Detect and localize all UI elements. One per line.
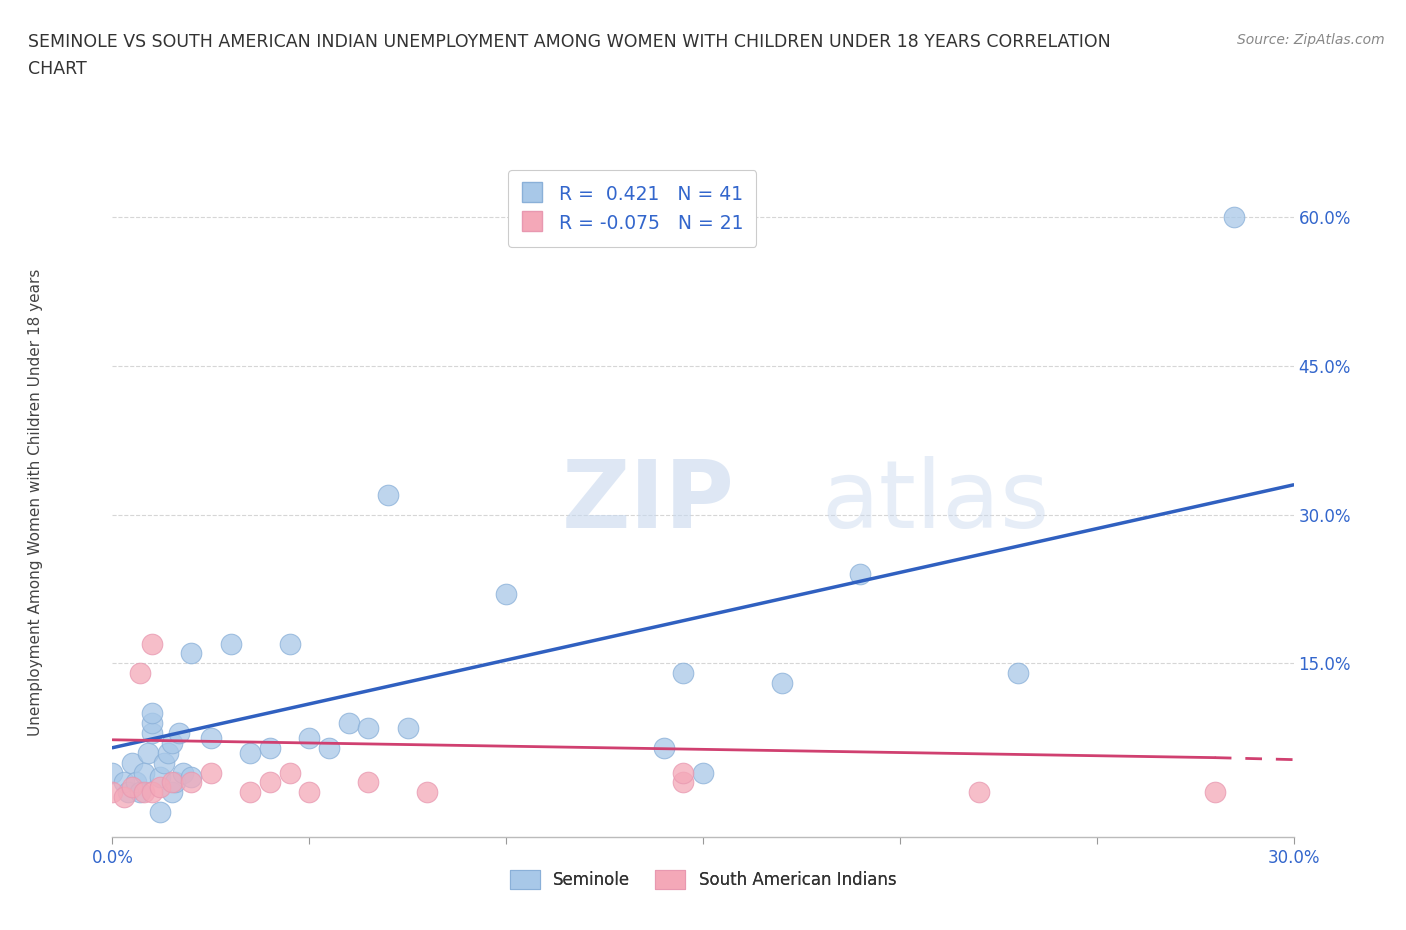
Point [125,775,148,790]
Point [298,785,321,800]
Point [259,740,281,755]
Point [112,775,135,790]
Point [156,745,179,760]
Point [160,775,183,790]
Point [337,715,360,730]
Point [141,715,163,730]
Point [318,740,340,755]
Point [160,736,183,751]
Text: atlas: atlas [821,457,1049,548]
Point [121,780,143,795]
Text: SEMINOLE VS SOUTH AMERICAN INDIAN UNEMPLOYMENT AMONG WOMEN WITH CHILDREN UNDER 1: SEMINOLE VS SOUTH AMERICAN INDIAN UNEMPL… [28,33,1111,50]
Legend: Seminole, South American Indians: Seminole, South American Indians [503,863,903,896]
Point [112,790,135,804]
Point [672,775,695,790]
Point [101,785,124,800]
Text: Unemployment Among Women with Children Under 18 years: Unemployment Among Women with Children U… [28,269,42,736]
Point [132,785,155,800]
Point [396,721,419,736]
Point [259,775,281,790]
Text: CHART: CHART [28,60,87,78]
Point [172,765,194,780]
Point [129,785,152,800]
Point [1223,209,1246,224]
Point [132,765,155,780]
Point [129,666,152,681]
Point [200,730,222,745]
Point [278,765,301,780]
Point [357,721,380,736]
Point [141,725,163,740]
Point [849,566,872,581]
Point [149,780,172,795]
Point [180,770,202,785]
Point [149,804,172,819]
Point [165,775,187,790]
Point [136,745,159,760]
Text: ZIP: ZIP [561,457,734,548]
Point [1007,666,1029,681]
Point [770,676,793,691]
Point [141,785,163,800]
Point [239,745,262,760]
Point [101,765,124,780]
Point [672,765,695,780]
Point [278,636,301,651]
Point [160,785,183,800]
Point [377,487,399,502]
Point [652,740,675,755]
Text: Source: ZipAtlas.com: Source: ZipAtlas.com [1237,33,1385,46]
Point [967,785,990,800]
Point [141,706,163,721]
Point [169,725,191,740]
Point [239,785,262,800]
Point [141,636,163,651]
Point [219,636,242,651]
Point [200,765,222,780]
Point [117,785,139,800]
Point [180,646,202,661]
Point [495,587,517,602]
Point [692,765,714,780]
Point [298,730,321,745]
Point [152,755,174,770]
Point [1204,785,1226,800]
Point [149,770,172,785]
Point [121,755,143,770]
Point [416,785,439,800]
Point [357,775,380,790]
Point [180,775,202,790]
Point [672,666,695,681]
